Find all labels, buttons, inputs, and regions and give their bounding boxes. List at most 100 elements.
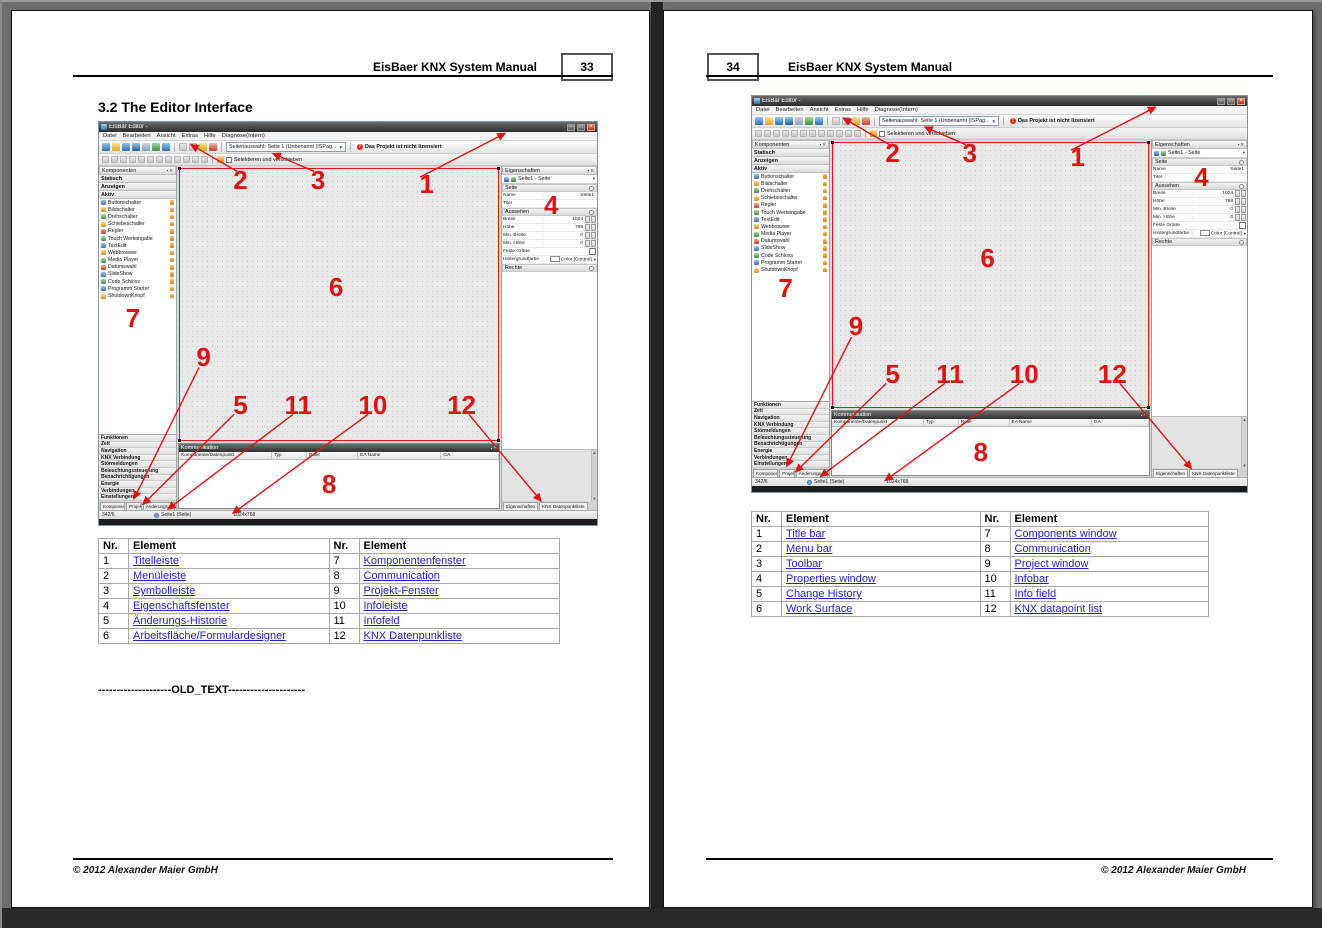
section-toggle-icon[interactable] (1239, 239, 1244, 245)
element-link[interactable]: Arbeitsfläche/Formulardesigner (133, 630, 286, 642)
property-value[interactable]: 0 (542, 241, 584, 246)
element-link[interactable]: Infobar (1014, 573, 1049, 585)
work-surface[interactable] (178, 167, 500, 442)
component-group-header[interactable]: Statisch (752, 149, 829, 157)
minimize-button[interactable]: – (567, 123, 575, 131)
menu-item[interactable]: Datei (756, 107, 770, 113)
section-toggle-icon[interactable] (589, 185, 594, 191)
component-item[interactable]: Schiebeschalter (99, 221, 176, 228)
dock-tab[interactable]: Projekt (779, 469, 795, 477)
component-item[interactable]: ShutdownKnopf (752, 266, 829, 273)
section-toggle-icon[interactable] (589, 209, 594, 215)
scroll-up-icon[interactable]: ▲ (1242, 417, 1247, 422)
property-row[interactable]: Hintergrundfarbe Color [Control] (1152, 230, 1247, 238)
run-icon[interactable] (132, 143, 140, 151)
component-item[interactable]: SlideShow (99, 271, 176, 278)
element-link[interactable]: Work Surface (786, 603, 853, 615)
property-row[interactable]: Min. Breite 0 (502, 232, 597, 240)
component-item[interactable]: Schiebeschalter (752, 195, 829, 202)
element-link[interactable]: Infofeld (363, 615, 400, 627)
menu-item[interactable]: Diagnose(Intern) (221, 133, 265, 139)
paste-icon[interactable] (199, 143, 207, 151)
section-toggle-icon[interactable] (1239, 159, 1244, 165)
element-link[interactable]: Properties window (786, 573, 876, 585)
minimize-button[interactable]: – (1217, 97, 1225, 105)
save-icon[interactable] (122, 143, 130, 151)
column-header[interactable]: Rolle (959, 419, 1010, 426)
align-icon[interactable] (755, 130, 762, 137)
open-icon[interactable] (765, 117, 773, 125)
property-value[interactable]: 0 (1192, 207, 1234, 212)
scrollbar[interactable]: ▲ ▼ (591, 450, 597, 501)
close-button[interactable]: × (587, 123, 595, 131)
dock-tab[interactable]: Eigenschaften (503, 502, 539, 510)
tool-icon[interactable] (795, 117, 803, 125)
property-row[interactable]: Min. Breite 0 (1152, 206, 1247, 214)
dock-tab[interactable]: Komponenten (753, 469, 779, 477)
property-value[interactable]: Seite1 (1192, 167, 1245, 172)
element-link[interactable]: Symbolleiste (133, 585, 196, 597)
maximize-button[interactable]: □ (1227, 97, 1235, 105)
component-item[interactable]: Programm Starter (99, 285, 176, 292)
pin-icon[interactable]: ▪ (587, 168, 590, 173)
align-icon[interactable] (854, 130, 861, 137)
column-header[interactable]: Komponente/Datenpunkt (832, 419, 924, 426)
component-group-header[interactable]: Aktiv (752, 165, 829, 173)
component-item[interactable]: Touch Werteingabe (752, 209, 829, 216)
element-link[interactable]: Communication (363, 570, 440, 582)
save-icon[interactable] (775, 117, 783, 125)
object-selector[interactable]: Seite1 - Seite ▾ (1152, 149, 1247, 158)
align-icon[interactable] (156, 156, 163, 163)
component-group-header[interactable]: Statisch (99, 175, 176, 183)
scroll-down-icon[interactable]: ▼ (592, 496, 597, 501)
dock-tab[interactable]: Projekt (126, 502, 142, 510)
menu-item[interactable]: Hilfe (204, 133, 216, 139)
component-item[interactable]: Media Player (752, 231, 829, 238)
component-item[interactable]: Bildschalter (99, 206, 176, 213)
component-item[interactable]: Code Schloss (99, 278, 176, 285)
tool-icon[interactable] (152, 143, 160, 151)
column-header[interactable]: EA Name (1010, 419, 1092, 426)
delete-icon[interactable] (209, 143, 217, 151)
component-group-header[interactable]: Anzeigen (99, 183, 176, 191)
property-control[interactable] (589, 248, 596, 255)
property-row[interactable]: Feste Größe (502, 248, 597, 256)
copy-icon[interactable] (842, 117, 850, 125)
menu-item[interactable]: Bearbeiten (775, 107, 804, 113)
property-row[interactable]: Breite 1024 (1152, 190, 1247, 198)
align-icon[interactable] (111, 156, 118, 163)
dock-tab[interactable]: Komponenten (100, 502, 126, 510)
property-value[interactable]: 1024 (542, 217, 584, 222)
open-icon[interactable] (112, 143, 120, 151)
cut-icon[interactable] (832, 117, 840, 125)
component-item[interactable]: SlideShow (752, 245, 829, 252)
component-item[interactable]: Media Player (99, 257, 176, 264)
column-header[interactable]: Typ (924, 419, 959, 426)
run-icon[interactable] (785, 117, 793, 125)
property-row[interactable]: Hintergrundfarbe Color [Control] (502, 256, 597, 264)
component-item[interactable]: Programm Starter (752, 259, 829, 266)
component-item[interactable]: Webbrowser (99, 249, 176, 256)
cut-icon[interactable] (179, 143, 187, 151)
property-row[interactable]: Name Seite1 (502, 192, 597, 200)
align-icon[interactable] (129, 156, 136, 163)
property-control[interactable] (1235, 206, 1246, 213)
menu-item[interactable]: Ansicht (809, 107, 829, 113)
pin-icon[interactable]: ▪ (1237, 142, 1240, 147)
component-item[interactable]: Webbrowser (752, 223, 829, 230)
scroll-up-icon[interactable]: ▲ (592, 450, 597, 455)
section-toggle-icon[interactable] (589, 265, 594, 271)
close-icon[interactable]: ✕ (493, 445, 497, 450)
component-group-header[interactable]: Aktiv (99, 191, 176, 199)
property-value[interactable]: 0 (542, 233, 584, 238)
property-section[interactable]: Aussehen (1152, 182, 1247, 190)
select-move-checkbox[interactable] (879, 130, 885, 137)
dock-tab[interactable]: KNX Datenpunktliste (1189, 469, 1238, 477)
property-control[interactable] (585, 224, 596, 231)
close-button[interactable]: × (1237, 97, 1245, 105)
tool-icon[interactable] (805, 117, 813, 125)
align-icon[interactable] (827, 130, 834, 137)
component-group-header[interactable]: Anzeigen (752, 157, 829, 165)
element-link[interactable]: KNX datapoint list (1014, 603, 1102, 615)
element-link[interactable]: Menüleiste (133, 570, 187, 582)
